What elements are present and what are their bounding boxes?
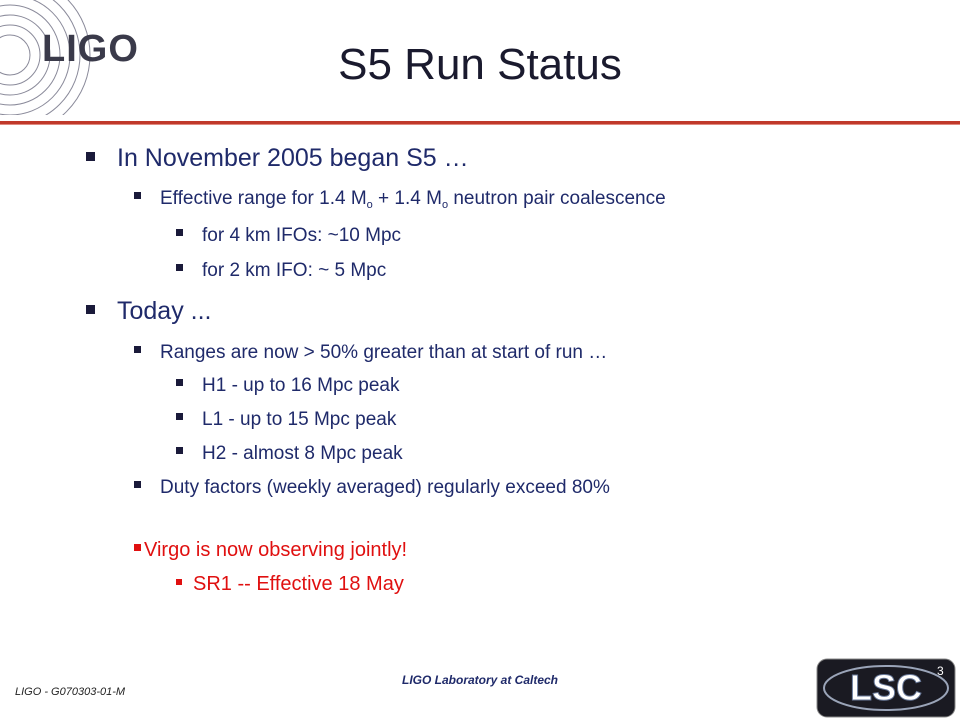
bullet-text-mid: + 1.4 M: [372, 188, 442, 209]
ligo-logo-text: LIGO: [42, 28, 139, 70]
bullet-marker: [176, 229, 183, 237]
bullet-text: Duty factors (weekly averaged) regularly…: [160, 477, 610, 498]
bullet-text: L1 - up to 15 Mpc peak: [202, 409, 397, 430]
bullet-text: In November 2005 began S5 …: [117, 144, 469, 172]
subscript-o: o: [366, 199, 373, 211]
bullet-marker: [134, 544, 141, 552]
title-divider: [0, 121, 960, 124]
bullet-text-post: neutron pair coalescence: [448, 188, 666, 209]
bullet-sr1: SR1 -- Effective 18 May: [176, 573, 404, 596]
bullet-marker: [134, 192, 141, 200]
bullet-marker: [134, 346, 141, 354]
lsc-logo-text: LSC: [850, 667, 922, 708]
bullet-4km: for 4 km IFOs: ~10 Mpc: [176, 225, 401, 247]
document-id: LIGO - G070303-01-M: [15, 686, 126, 698]
bullet-h1: H1 - up to 16 Mpc peak: [176, 375, 400, 397]
bullet-marker: [86, 151, 95, 161]
bullet-text: for 2 km IFO: ~ 5 Mpc: [202, 260, 387, 281]
bullet-text: Ranges are now > 50% greater than at sta…: [160, 342, 608, 363]
bullet-s5-start: In November 2005 began S5 …: [86, 144, 469, 173]
bullet-2km: for 2 km IFO: ~ 5 Mpc: [176, 260, 386, 282]
page-number: 3: [937, 664, 944, 678]
title-divider-shadow: [0, 124, 960, 125]
bullet-marker: [176, 264, 183, 272]
bullet-ranges: Ranges are now > 50% greater than at sta…: [134, 342, 607, 364]
footer-institution: LIGO Laboratory at Caltech: [401, 673, 559, 687]
bullet-marker: [176, 413, 183, 421]
lsc-logo: LSC: [816, 658, 956, 718]
bullet-text: for 4 km IFOs: ~10 Mpc: [202, 225, 402, 246]
bullet-text-pre: Effective range for 1.4 M: [160, 188, 367, 209]
bullet-text: H1 - up to 16 Mpc peak: [202, 375, 400, 396]
bullet-marker: [134, 481, 141, 489]
bullet-text: SR1 -- Effective 18 May: [193, 573, 404, 595]
bullet-marker: [86, 304, 95, 314]
bullet-marker: [176, 447, 183, 455]
bullet-h2: H2 - almost 8 Mpc peak: [176, 443, 403, 465]
bullet-duty-factors: Duty factors (weekly averaged) regularly…: [134, 477, 610, 499]
bullet-marker: [176, 379, 183, 387]
bullet-text: Virgo is now observing jointly!: [144, 539, 408, 561]
bullet-l1: L1 - up to 15 Mpc peak: [176, 409, 396, 431]
bullet-effective-range: Effective range for 1.4 Mo + 1.4 Mo neut…: [134, 188, 666, 211]
subscript-o: o: [441, 199, 449, 211]
bullet-marker: [176, 578, 182, 585]
bullet-text: H2 - almost 8 Mpc peak: [202, 443, 403, 464]
bullet-virgo: Virgo is now observing jointly!: [134, 539, 407, 562]
bullet-text: Today ...: [117, 297, 212, 325]
bullet-today: Today ...: [86, 297, 212, 326]
slide-title: S5 Run Status: [338, 40, 622, 89]
